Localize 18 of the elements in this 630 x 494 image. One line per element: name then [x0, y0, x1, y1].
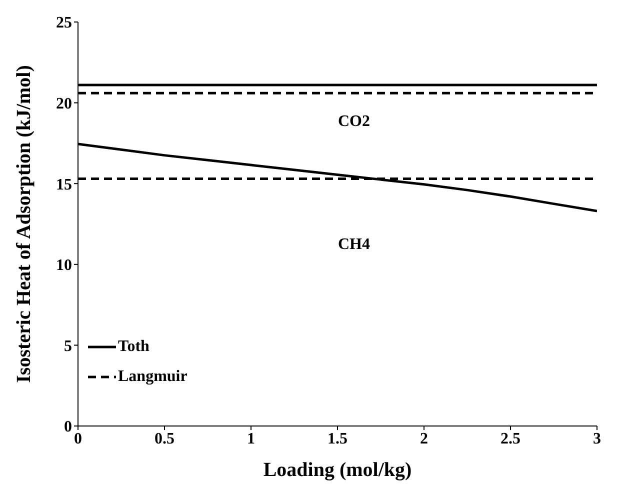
legend-label: Langmuir [118, 368, 188, 386]
x-tick-label: 2 [420, 430, 428, 448]
annotation: CH4 [338, 236, 370, 254]
y-tick-label: 0 [64, 418, 72, 436]
y-axis-title: Isosteric Heat of Adsorption (kJ/mol) [13, 65, 36, 383]
x-tick-label: 0.5 [154, 430, 174, 448]
y-tick-label: 10 [56, 257, 72, 274]
y-tick-label: 5 [64, 338, 72, 355]
x-tick-label: 2.5 [500, 430, 520, 448]
y-tick-label: 15 [56, 176, 72, 194]
x-tick-label: 1 [247, 430, 255, 448]
y-tick-label: 25 [56, 14, 72, 32]
x-tick-label: 1.5 [328, 430, 348, 448]
x-axis-title: Loading (mol/kg) [263, 459, 412, 481]
annotation: CO2 [338, 113, 370, 131]
y-tick-label: 20 [56, 95, 72, 112]
legend-label: Toth [118, 338, 150, 356]
x-tick-label: 3 [593, 430, 601, 448]
